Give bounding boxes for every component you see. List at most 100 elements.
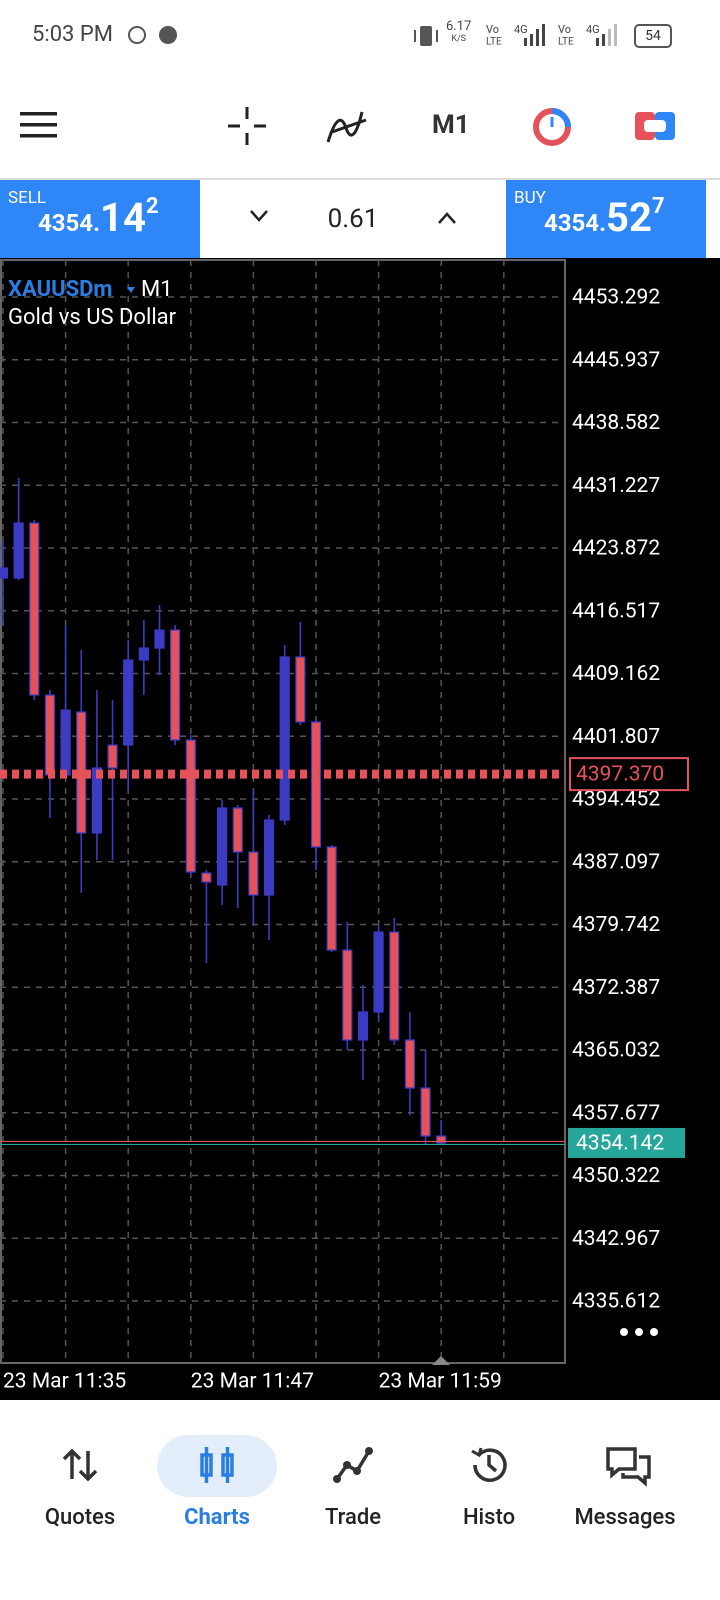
- y-tick-label: 4409.162: [572, 662, 660, 686]
- candle-body: [326, 846, 337, 951]
- y-tick-label: 4445.937: [572, 348, 660, 372]
- speed-unit: K/S: [451, 34, 467, 44]
- candle-body: [29, 522, 40, 696]
- candle-body: [154, 629, 165, 649]
- svg-text:Vo: Vo: [558, 23, 571, 36]
- y-tick-label: 4379.742: [572, 913, 660, 937]
- price-pips: 52: [606, 194, 652, 241]
- y-tick-label: 4372.387: [572, 976, 660, 1000]
- y-tick-label: 4342.967: [572, 1227, 660, 1251]
- candle-body: [310, 721, 322, 848]
- nav-label: Trade: [324, 1505, 382, 1530]
- candle-body: [138, 647, 149, 661]
- candle-body: [436, 1135, 447, 1144]
- battery: 54: [634, 24, 672, 48]
- history-icon: [471, 1447, 507, 1482]
- nav-label: Charts: [184, 1505, 250, 1530]
- bid-price-label: 4354.142: [576, 1131, 664, 1155]
- buy-button[interactable]: BUY 4354.527: [506, 180, 706, 258]
- sell-label: SELL: [8, 188, 47, 208]
- more-button[interactable]: [620, 1328, 658, 1336]
- vibrate-icon: [414, 26, 438, 46]
- price-big-part: 4354.: [544, 209, 607, 237]
- bid-price-box: [568, 1127, 685, 1158]
- y-tick-label: 4423.872: [572, 537, 660, 561]
- crosshair-button[interactable]: [226, 105, 268, 147]
- candle-body: [248, 851, 259, 896]
- y-tick-label: 4416.517: [572, 599, 660, 623]
- nav-label: Histo: [462, 1505, 516, 1530]
- order-price-label: 4397.370: [576, 763, 664, 787]
- order-price-box: [569, 757, 689, 792]
- x-tick-label: 23 Mar 11:35: [3, 1370, 126, 1394]
- y-tick-label: 4394.452: [572, 788, 660, 812]
- x-tick-label: 23 Mar 11:59: [379, 1370, 502, 1394]
- nav-selected-pill: [157, 1435, 277, 1497]
- candle-body: [295, 656, 306, 723]
- volume-decrease[interactable]: [248, 208, 270, 224]
- price-fraction: 7: [651, 194, 665, 219]
- candle-body: [357, 1011, 369, 1041]
- y-tick-label: 4431.227: [572, 474, 660, 498]
- clock: 5:03 PM: [32, 22, 113, 47]
- y-tick-label: 4438.582: [572, 411, 660, 435]
- candle-body: [201, 872, 212, 883]
- candle-body: [389, 931, 400, 1041]
- candle-body: [0, 567, 9, 579]
- y-tick-label: 4357.677: [572, 1101, 660, 1125]
- sell-button[interactable]: SELL 4354.142: [0, 180, 200, 258]
- symbol-dropdown[interactable]: [127, 287, 135, 293]
- menu-button[interactable]: [20, 110, 60, 140]
- speed: 6.17: [446, 19, 472, 34]
- trade-icon: [333, 1447, 373, 1483]
- volume[interactable]: 0.61: [327, 204, 379, 234]
- candle-body: [107, 744, 118, 769]
- buy-label: BUY: [514, 188, 546, 208]
- svg-text:LTE: LTE: [558, 37, 574, 48]
- y-tick-label: 4335.612: [572, 1290, 660, 1314]
- timeframe-button[interactable]: M1: [432, 110, 470, 140]
- status-icons: [128, 26, 177, 44]
- candle-body: [185, 739, 196, 873]
- price-big-part: 4354.: [38, 209, 101, 237]
- candle-body: [232, 807, 243, 853]
- net-speed: 6.17 K/S: [446, 20, 471, 46]
- candle-body: [44, 694, 56, 776]
- chart-symbol[interactable]: XAUUSDm: [8, 277, 112, 302]
- candle-body: [279, 656, 290, 821]
- plot-area: [0, 260, 565, 1363]
- chart-timeframe: M1: [141, 277, 173, 302]
- quotes-icon: [62, 1448, 98, 1482]
- trade-mode-button[interactable]: [530, 105, 574, 149]
- sell-price: 4354.142: [38, 194, 159, 241]
- toolbar: M1: [0, 70, 720, 180]
- candle-body: [263, 819, 275, 896]
- status-bar: 5:03 PM 6.17 K/S Vo LTE 4G Vo LTE 4G 54: [0, 0, 720, 70]
- nav-label: Quotes: [44, 1505, 116, 1530]
- x-tick-label: 23 Mar 11:47: [191, 1370, 314, 1394]
- svg-text:LTE: LTE: [486, 37, 502, 48]
- volume-increase[interactable]: [436, 210, 458, 226]
- indicators-button[interactable]: [326, 106, 372, 146]
- y-tick-label: 4453.292: [572, 286, 660, 310]
- svg-text:4G: 4G: [586, 23, 600, 36]
- trade-panel: SELL 4354.142 0.61 BUY 4354.527: [0, 180, 720, 258]
- plot-frame: [0, 259, 566, 1364]
- candle-body: [373, 931, 384, 1013]
- y-tick-label: 4350.322: [572, 1164, 660, 1188]
- candle-body: [60, 709, 71, 776]
- chart-shift-marker: [432, 1356, 450, 1365]
- candle-body: [91, 767, 103, 834]
- messages-icon: [606, 1447, 651, 1487]
- candle-body: [13, 522, 24, 579]
- y-tick-label: 4387.097: [572, 850, 660, 874]
- y-tick-label: 4365.032: [572, 1039, 660, 1063]
- one-click-button[interactable]: [634, 110, 676, 142]
- y-tick-label: 4401.807: [572, 725, 660, 749]
- price-pips: 14: [100, 194, 146, 241]
- price-fraction: 2: [145, 194, 159, 219]
- svg-text:Vo: Vo: [486, 23, 499, 36]
- candle-body: [342, 949, 353, 1041]
